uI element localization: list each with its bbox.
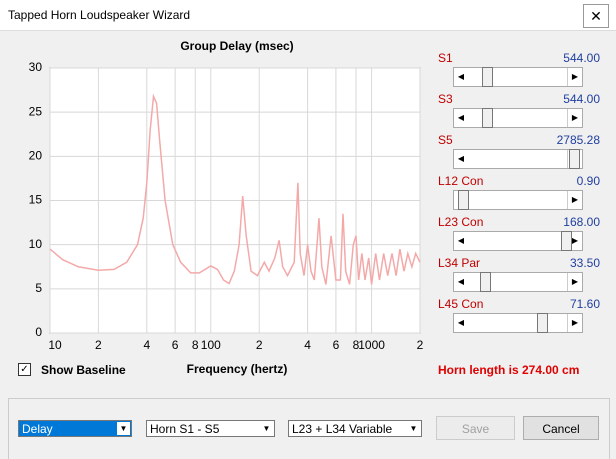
slider-arrow-left[interactable]: ◀	[457, 318, 465, 327]
slider-arrow-left[interactable]: ◀	[457, 277, 465, 286]
group-box	[8, 398, 610, 459]
slider-arrow-left[interactable]: ◀	[457, 154, 465, 163]
x-tick-label: 6	[172, 338, 179, 352]
slider-value: 71.60	[569, 297, 600, 311]
slider-value: 0.90	[576, 174, 600, 188]
slider-arrow-right[interactable]: ▶	[567, 273, 582, 291]
x-tick-label: 2	[256, 338, 263, 352]
slider-label: S1	[438, 51, 453, 65]
window-title: Tapped Horn Loudspeaker Wizard	[8, 8, 191, 22]
dropdown-text: Horn S1 - S5	[150, 422, 220, 436]
x-tick-label: 8	[353, 338, 360, 352]
slider-label: L12 Con	[438, 174, 484, 188]
slider[interactable]: ◀▶	[453, 67, 583, 87]
y-tick-label: 10	[29, 237, 43, 251]
checkbox[interactable]: ✓	[18, 363, 31, 376]
slider[interactable]: ◀▶	[453, 190, 583, 210]
slider-value: 544.00	[563, 51, 600, 65]
slider-thumb[interactable]	[458, 190, 469, 210]
chart-title: Group Delay (msec)	[180, 39, 293, 53]
slider-arrow-left[interactable]: ◀	[457, 236, 465, 245]
slider-value: 168.00	[563, 215, 600, 229]
x-tick-label: 8	[192, 338, 199, 352]
dropdown[interactable]: L23 + L34 Variable ▼	[288, 420, 422, 437]
slider-thumb[interactable]	[569, 149, 580, 169]
y-tick-label: 20	[29, 149, 43, 163]
slider-thumb[interactable]	[482, 108, 493, 128]
title-bar: Tapped Horn Loudspeaker Wizard	[0, 0, 616, 31]
x-tick-label: 2	[417, 338, 424, 352]
dropdown[interactable]: Delay ▼	[18, 420, 132, 437]
x-axis-label: Frequency (hertz)	[187, 362, 288, 376]
slider-arrow-right[interactable]: ▶	[567, 109, 582, 127]
save-button[interactable]: Save	[436, 416, 515, 440]
slider-arrow-right[interactable]: ▶	[567, 314, 582, 332]
slider-arrow-right[interactable]: ▶	[567, 68, 582, 86]
dropdown-arrow: ▼	[409, 424, 418, 433]
close-button[interactable]: ✕	[583, 4, 609, 28]
slider-value: 544.00	[563, 92, 600, 106]
x-tick-label: 1000	[358, 338, 385, 352]
slider-value: 2785.28	[556, 133, 600, 147]
y-tick-label: 25	[29, 104, 43, 118]
dropdown-arrow: ▼	[117, 422, 130, 435]
slider-arrow-left[interactable]: ◀	[457, 113, 465, 122]
slider[interactable]: ◀▶	[453, 149, 583, 169]
slider-label: L34 Par	[438, 256, 481, 270]
x-tick-label: 10	[48, 338, 62, 352]
slider-value: 33.50	[569, 256, 600, 270]
dropdown-arrow: ▼	[262, 424, 271, 433]
dropdown-text: Delay	[22, 422, 53, 436]
slider-label: L45 Con	[438, 297, 484, 311]
x-tick-label: 100	[201, 338, 221, 352]
slider-thumb[interactable]	[482, 67, 493, 87]
x-tick-label: 6	[333, 338, 340, 352]
slider[interactable]: ◀▶	[453, 231, 583, 251]
line	[49, 93, 421, 285]
y-tick-label: 5	[35, 281, 42, 295]
cancel-button[interactable]: Cancel	[523, 416, 599, 440]
slider-label: S5	[438, 133, 453, 147]
x-tick-label: 4	[304, 338, 311, 352]
checkbox-label[interactable]: Show Baseline	[41, 363, 126, 377]
horn-length: Horn length is 274.00 cm	[438, 363, 580, 377]
y-tick-label: 15	[29, 193, 43, 207]
x-tick-label: 2	[95, 338, 102, 352]
y-tick-label: 0	[35, 325, 42, 339]
slider[interactable]: ◀▶	[453, 272, 583, 292]
slider[interactable]: ◀▶	[453, 313, 583, 333]
slider-thumb[interactable]	[561, 231, 572, 251]
dropdown[interactable]: Horn S1 - S5 ▼	[146, 420, 275, 437]
slider-thumb[interactable]	[480, 272, 491, 292]
x-tick-label: 4	[143, 338, 150, 352]
slider-label: L23 Con	[438, 215, 484, 229]
slider-arrow-right[interactable]: ▶	[567, 191, 582, 209]
y-tick-label: 30	[29, 60, 43, 74]
slider-thumb[interactable]	[537, 313, 548, 333]
slider[interactable]: ◀▶	[453, 108, 583, 128]
dropdown-text: L23 + L34 Variable	[292, 422, 393, 436]
slider-label: S3	[438, 92, 453, 106]
slider-arrow-left[interactable]: ◀	[457, 72, 465, 81]
